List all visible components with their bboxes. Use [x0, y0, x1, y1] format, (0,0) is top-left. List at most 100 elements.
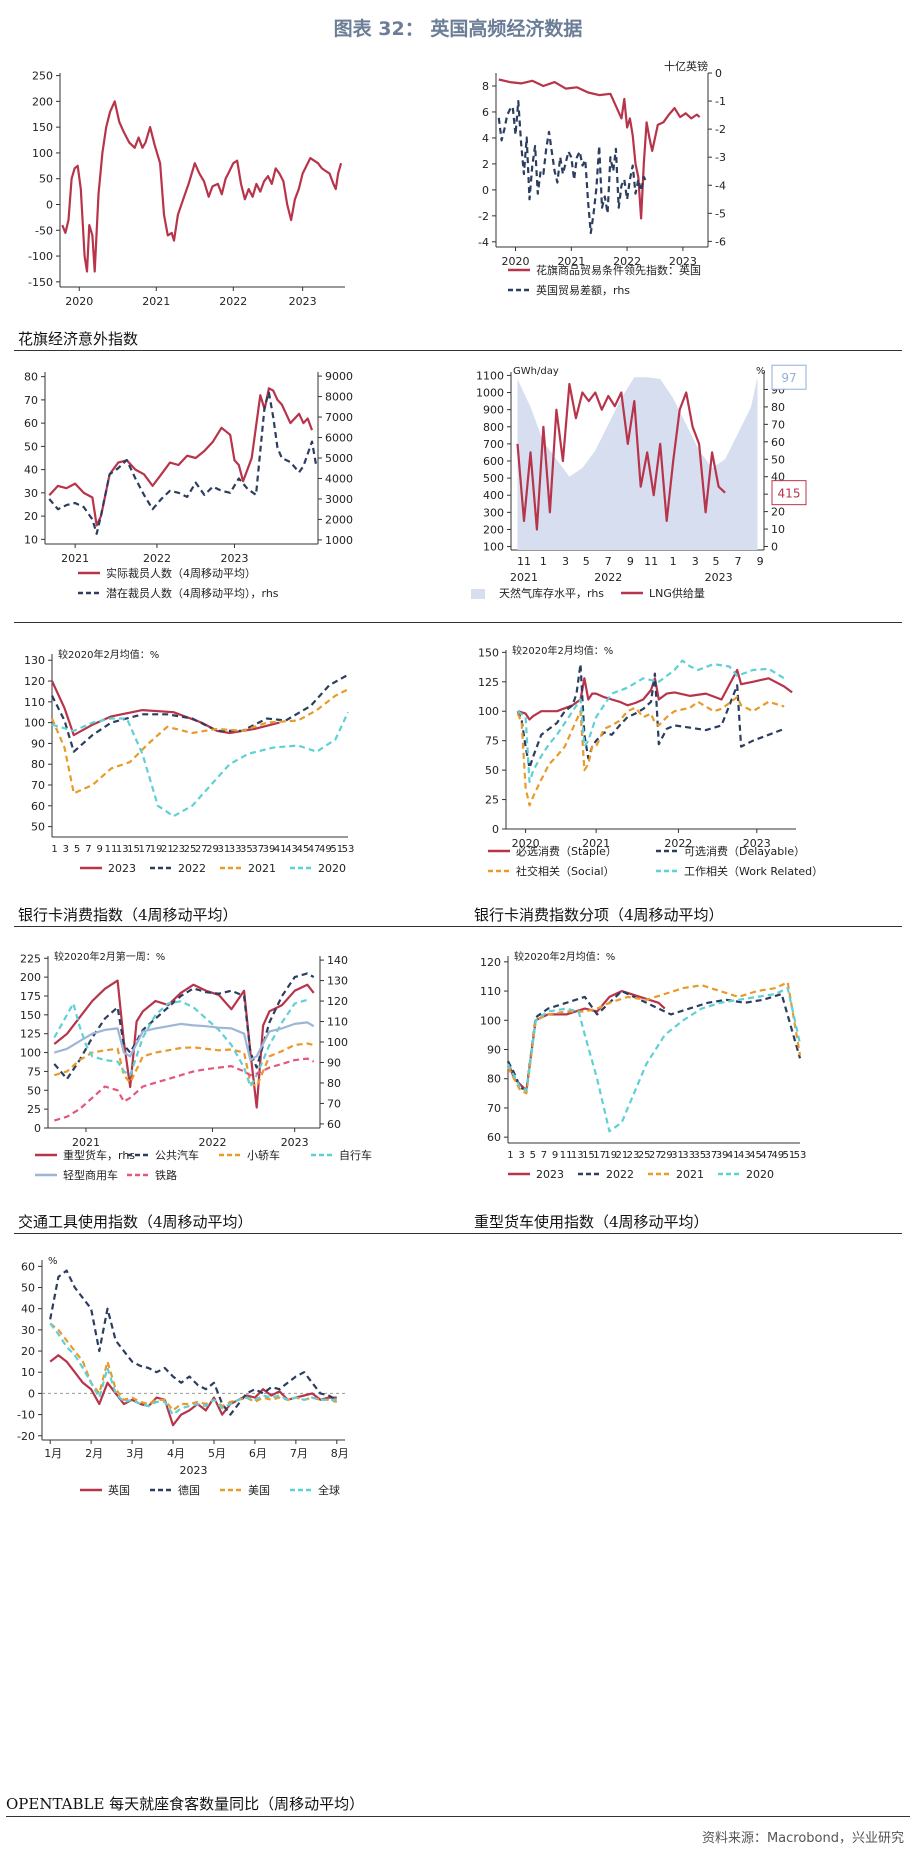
x-tick-label: 39: [263, 844, 276, 855]
x-tick-label: 2021: [142, 295, 170, 308]
x-tick-label: 11: [105, 844, 118, 855]
x-tick-label: 3月: [126, 1447, 144, 1460]
legend-label: 铁路: [155, 1169, 177, 1182]
y-tick-label-right: 10: [771, 523, 785, 536]
x-tick-label: 9: [96, 844, 102, 855]
legend-label: 重型货车，rhs: [63, 1148, 135, 1162]
legend-label: 2020: [746, 1168, 774, 1181]
x-tick-label: 3: [63, 844, 69, 855]
series-line: [498, 78, 701, 220]
legend-label: 2021: [248, 862, 276, 875]
legend-label: LNG供给量: [649, 586, 705, 600]
chart-lng-supply: 1100100090080070060050040030020010090807…: [471, 364, 807, 600]
x-tick-label: 7: [605, 555, 612, 568]
y-tick-label: 30: [21, 1324, 35, 1337]
x-tick-label: 35: [693, 1150, 706, 1161]
year-label: 2021: [510, 571, 538, 584]
callout-label: 97: [781, 371, 796, 385]
y-tick-label: 0: [46, 198, 53, 211]
x-tick-label: 29: [660, 1150, 673, 1161]
y-tick-label: 150: [32, 121, 53, 134]
x-tick-label: 4月: [167, 1447, 185, 1460]
y-tick-label: 100: [480, 1014, 501, 1027]
x-tick-label: 45: [749, 1150, 762, 1161]
y-tick-label: 0: [34, 1122, 41, 1135]
y-tick-label: 60: [24, 417, 38, 430]
y-tick-label: 25: [485, 794, 499, 807]
x-tick-label: 11: [644, 555, 658, 568]
legend-label: 小轿车: [247, 1148, 280, 1162]
y-tick-label: 50: [31, 821, 45, 834]
x-tick-label: 45: [296, 844, 309, 855]
y-tick-label: 25: [27, 1103, 41, 1116]
chart-opentable: 60 50 40 30 20 10 0 -10 -20 1月 2月 3月 4月 5月 6月 7月 8月 2023%…: [17, 1256, 349, 1497]
x-tick-label: 21: [615, 1150, 628, 1161]
y-tick-label: 10: [21, 1366, 35, 1379]
y-tick-label: 50: [21, 1282, 35, 1295]
y-tick-label: 75: [485, 735, 499, 748]
callout-box: [771, 364, 807, 390]
divider: [14, 622, 902, 623]
year-label: 2022: [594, 571, 622, 584]
x-tick-label: 33: [682, 1150, 695, 1161]
y-tick-label: -2: [478, 210, 489, 223]
series-area: [517, 377, 758, 550]
x-tick-label: 9: [757, 555, 764, 568]
x-tick-label: 41: [274, 844, 287, 855]
x-tick-label: 31: [217, 844, 230, 855]
x-tick-label: 1月: [44, 1447, 62, 1460]
divider: [14, 350, 902, 351]
y-tick-label: 90: [487, 1044, 501, 1057]
figure-title: 图表 32： 英国高频经济数据: [333, 18, 583, 40]
legend-label: 英国贸易差额，rhs: [536, 283, 630, 297]
series-line: [53, 1057, 315, 1122]
y-tick-label-right: 4000: [325, 472, 353, 485]
y-tick-label: 20: [21, 1345, 35, 1358]
x-tick-label: 2月: [85, 1447, 103, 1460]
y-tick-label-right: 80: [771, 401, 785, 414]
x-tick-label: 17: [593, 1150, 606, 1161]
y-tick-label: 50: [27, 1084, 41, 1097]
y-tick-label: 0: [492, 823, 499, 836]
y-tick-label-right: 60: [771, 436, 785, 449]
series-line: [51, 673, 349, 753]
x-tick-label: 37: [251, 844, 264, 855]
caption-hgv: 重型货车使用指数（4周移动平均）: [474, 1213, 709, 1231]
x-tick-label: 33: [229, 844, 242, 855]
series-line: [516, 696, 785, 807]
y-tick-label-right: 80: [327, 1077, 341, 1090]
x-tick-label: 9: [627, 555, 634, 568]
x-tick-label: 7: [541, 1150, 547, 1161]
caption-card-spending: 银行卡消费指数（4周移动平均）: [18, 906, 238, 924]
unit-label: 较2020年2月均值：%: [58, 648, 159, 661]
y-tick-label-right: -5: [715, 207, 726, 220]
legend-label: 实际裁员人数（4周移动平均）: [106, 566, 256, 580]
caption-citi: 花旗经济意外指数: [18, 330, 139, 348]
y-tick-label-right: 120: [327, 995, 348, 1008]
y-tick-label: 4: [482, 132, 489, 145]
x-tick-label: 2023: [743, 837, 771, 850]
series-line: [53, 972, 315, 1081]
y-tick-label-right: 90: [327, 1056, 341, 1069]
y-tick-label-right: 6000: [325, 432, 353, 445]
y-tick-label: 8: [482, 80, 489, 93]
x-tick-label: 25: [638, 1150, 651, 1161]
series-line: [49, 1322, 337, 1416]
y-tick-label: 80: [487, 1073, 501, 1086]
x-tick-label: 27: [649, 1150, 662, 1161]
caption-transport: 交通工具使用指数（4周移动平均）: [18, 1213, 253, 1231]
y-tick-label-right: 100: [327, 1036, 348, 1049]
x-tick-label: 1: [507, 1150, 513, 1161]
y-tick-label-right: -6: [715, 235, 726, 248]
y-tick-label: 110: [24, 696, 45, 709]
legend-label: 工作相关（Work Related）: [684, 864, 823, 878]
y-tick-label-right: 8000: [325, 391, 353, 404]
legend-swatch: [471, 589, 485, 599]
y-tick-label: 50: [39, 173, 53, 186]
legend-label: 必选消费（Staple）: [516, 844, 617, 858]
y-tick-label-right: 3000: [325, 493, 353, 506]
y-tick-label: 50: [24, 440, 38, 453]
y-tick-label: 100: [20, 1047, 41, 1060]
y-tick-label: 600: [483, 455, 504, 468]
divider: [14, 926, 902, 927]
